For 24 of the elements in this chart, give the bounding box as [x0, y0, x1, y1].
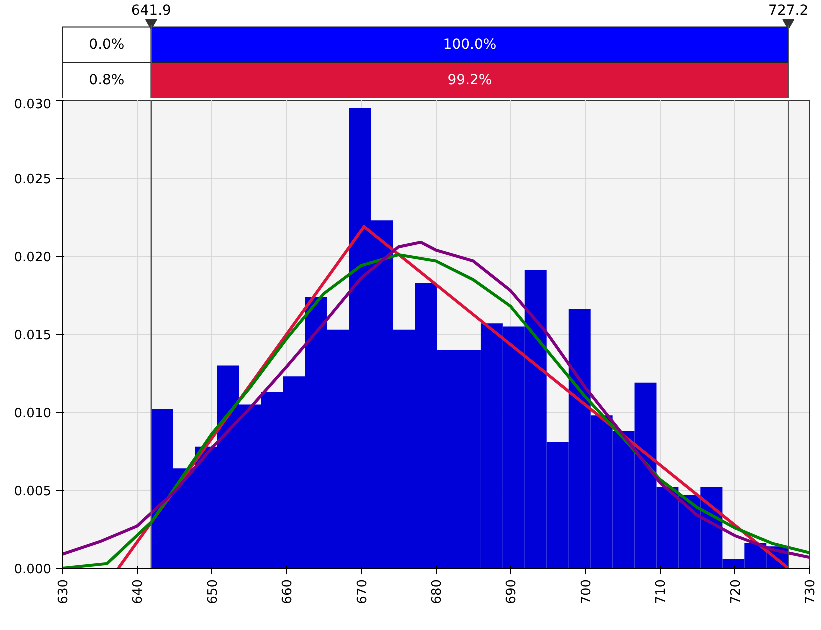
x-tick-label: 700	[579, 579, 594, 604]
text: 100.0%	[443, 37, 497, 54]
text: 99.2%	[448, 72, 492, 89]
y-tick-label: 0.025	[14, 172, 52, 188]
text: 0.0%	[89, 37, 125, 54]
x-tick-label: 630	[56, 579, 72, 604]
ref-line-label: 727.2	[768, 2, 809, 19]
x-tick-label: 650	[206, 579, 221, 604]
y-tick-label: 0.005	[14, 484, 52, 500]
x-tick-label: 690	[504, 579, 520, 604]
text: 0.8%	[89, 72, 125, 89]
x-tick-label: 710	[654, 579, 670, 604]
x-tick-label: 660	[280, 579, 296, 604]
y-tick-label: 0.030	[14, 98, 52, 112]
x-tick-label: 680	[430, 579, 445, 604]
x-tick-label: 730	[804, 579, 818, 604]
ref-line-label: 641.9	[131, 2, 172, 19]
y-tick-label: 0.010	[14, 406, 52, 422]
y-tick-label: 0.000	[14, 562, 52, 578]
x-tick-label: 720	[728, 579, 744, 604]
x-tick-label: 670	[355, 579, 370, 604]
x-tick-label: 640	[131, 579, 146, 604]
y-tick-label: 0.015	[14, 328, 52, 344]
y-tick-label: 0.020	[14, 250, 52, 266]
